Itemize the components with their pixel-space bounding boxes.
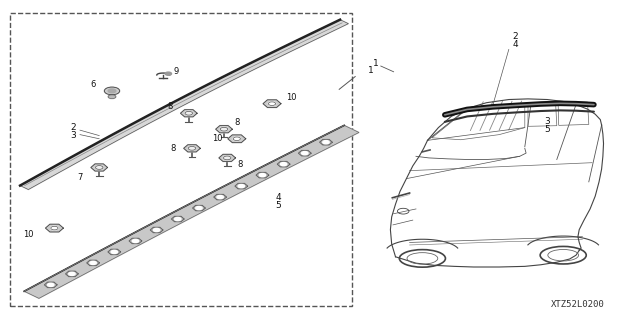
Circle shape xyxy=(188,146,196,150)
Text: 4: 4 xyxy=(513,40,518,49)
Circle shape xyxy=(90,261,96,264)
Bar xyxy=(10,13,352,306)
Polygon shape xyxy=(193,205,205,211)
Text: 10: 10 xyxy=(24,230,34,239)
Circle shape xyxy=(233,137,241,141)
Text: XTZ52L0200: XTZ52L0200 xyxy=(551,300,605,309)
Polygon shape xyxy=(184,145,200,152)
Polygon shape xyxy=(319,139,332,145)
Text: 10: 10 xyxy=(286,93,296,102)
Circle shape xyxy=(185,111,193,115)
Text: 3: 3 xyxy=(545,117,550,126)
Text: 8: 8 xyxy=(170,144,175,153)
Text: 2: 2 xyxy=(70,123,76,132)
Polygon shape xyxy=(45,224,63,232)
Text: 8: 8 xyxy=(234,118,239,127)
Circle shape xyxy=(47,283,54,286)
Polygon shape xyxy=(86,260,99,266)
Text: 3: 3 xyxy=(70,131,76,140)
Text: 5: 5 xyxy=(545,125,550,134)
Circle shape xyxy=(259,174,266,177)
Polygon shape xyxy=(214,194,227,200)
Polygon shape xyxy=(235,183,248,189)
Polygon shape xyxy=(44,282,57,288)
Polygon shape xyxy=(180,110,197,117)
Circle shape xyxy=(323,141,329,144)
Circle shape xyxy=(238,184,244,188)
Circle shape xyxy=(68,272,75,276)
Polygon shape xyxy=(228,135,246,143)
Text: 6: 6 xyxy=(90,80,95,89)
Text: 1: 1 xyxy=(369,66,374,75)
Circle shape xyxy=(223,156,231,160)
Polygon shape xyxy=(298,150,311,156)
Text: 10: 10 xyxy=(212,134,223,143)
Text: 5: 5 xyxy=(275,201,281,210)
Polygon shape xyxy=(129,238,142,244)
Circle shape xyxy=(111,250,118,254)
Polygon shape xyxy=(172,216,184,222)
Circle shape xyxy=(132,239,139,242)
Text: 1: 1 xyxy=(374,59,379,68)
Circle shape xyxy=(268,102,276,106)
Circle shape xyxy=(301,152,308,155)
Polygon shape xyxy=(150,227,163,233)
Circle shape xyxy=(280,163,287,166)
Circle shape xyxy=(217,196,223,199)
Text: 7: 7 xyxy=(77,173,83,182)
Polygon shape xyxy=(20,20,348,189)
Circle shape xyxy=(95,166,103,169)
Polygon shape xyxy=(256,172,269,178)
Text: 4: 4 xyxy=(275,193,281,202)
Polygon shape xyxy=(263,100,281,108)
Text: 8: 8 xyxy=(237,160,243,169)
Polygon shape xyxy=(216,126,232,133)
Circle shape xyxy=(175,218,181,221)
Circle shape xyxy=(104,87,120,95)
Polygon shape xyxy=(277,161,290,167)
Circle shape xyxy=(165,72,172,75)
Circle shape xyxy=(51,226,58,230)
Polygon shape xyxy=(91,164,108,171)
Text: 9: 9 xyxy=(173,67,179,76)
Text: 8: 8 xyxy=(167,102,172,111)
Polygon shape xyxy=(108,249,121,255)
Polygon shape xyxy=(65,271,78,277)
Circle shape xyxy=(108,89,116,93)
Polygon shape xyxy=(219,154,236,161)
Text: 2: 2 xyxy=(513,32,518,41)
Circle shape xyxy=(108,95,116,99)
Circle shape xyxy=(220,127,228,131)
Circle shape xyxy=(154,228,160,232)
Polygon shape xyxy=(24,125,359,298)
Circle shape xyxy=(196,206,202,210)
